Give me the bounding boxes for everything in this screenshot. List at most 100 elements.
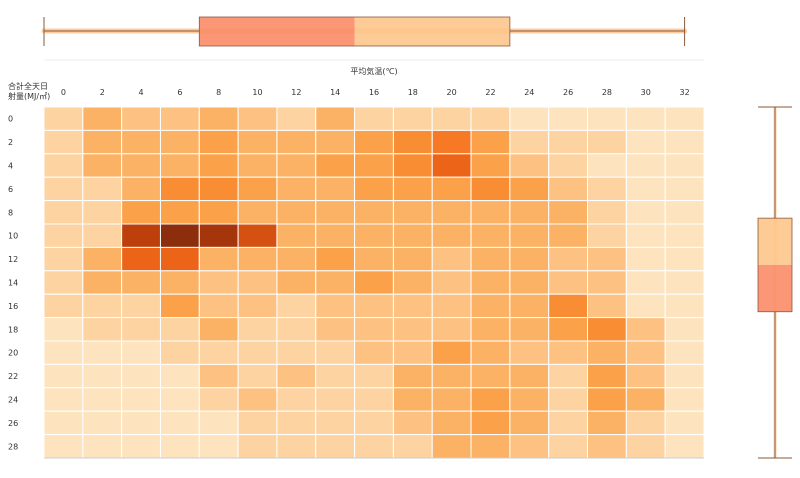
heatmap-cell: [159, 153, 200, 178]
heatmap-cell: [625, 270, 666, 295]
heatmap-cell: [664, 223, 705, 248]
x-tick-label: 32: [679, 88, 689, 97]
heatmap-cell: [82, 129, 123, 155]
heatmap-cell: [509, 340, 550, 365]
y-tick-label: 0: [8, 115, 13, 124]
heatmap-cell: [315, 387, 356, 412]
heatmap-cell: [664, 317, 705, 342]
heatmap-cell: [198, 410, 239, 436]
heatmap-cell: [509, 176, 550, 202]
heatmap-cell: [431, 340, 472, 365]
heatmap-cell: [315, 223, 356, 248]
heatmap-cell: [392, 200, 433, 225]
heatmap-cell: [121, 129, 161, 155]
heatmap-cell: [43, 270, 84, 295]
heatmap-cell: [276, 434, 317, 459]
heatmap-cell: [625, 293, 666, 319]
heatmap-cell: [354, 340, 394, 365]
heatmap-cell: [392, 270, 433, 295]
x-tick-label: 20: [447, 88, 457, 97]
y-tick-label: 2: [8, 138, 13, 147]
heatmap-cell: [625, 340, 666, 365]
heatmap-cell: [121, 223, 161, 248]
heatmap-cell: [315, 434, 356, 459]
right-box-upper: [758, 218, 792, 265]
heatmap-cell: [625, 176, 666, 202]
heatmap-cell: [354, 293, 394, 319]
heatmap-cell: [121, 434, 161, 459]
heatmap-cell: [548, 293, 589, 319]
heatmap-cell: [587, 434, 627, 459]
heatmap-cell: [392, 129, 433, 155]
heatmap-cell: [431, 434, 472, 459]
heatmap-cell: [392, 106, 433, 131]
heatmap-cell: [470, 293, 511, 319]
heatmap-cell: [664, 270, 705, 295]
heatmap-cell: [237, 106, 278, 131]
heatmap-cell: [276, 176, 317, 202]
heatmap-cell: [625, 363, 666, 389]
heatmap-cell: [509, 200, 550, 225]
heatmap-cell: [198, 176, 239, 202]
heatmap-cell: [276, 106, 317, 131]
heatmap-cell: [198, 340, 239, 365]
heatmap-cell: [82, 106, 123, 131]
heatmap-cell: [431, 200, 472, 225]
heatmap-cell: [43, 387, 84, 412]
heatmap-cell: [43, 363, 84, 389]
heatmap-cell: [664, 410, 705, 436]
heatmap-cell: [431, 176, 472, 202]
heatmap-cell: [392, 363, 433, 389]
heatmap-cell: [470, 246, 511, 272]
heatmap-cell: [82, 293, 123, 319]
right-box-lower: [758, 264, 792, 312]
heatmap-cell: [276, 153, 317, 178]
heatmap-cell: [548, 317, 589, 342]
y-tick-label: 26: [8, 419, 18, 428]
heatmap-cell: [82, 434, 123, 459]
heatmap-cell: [625, 387, 666, 412]
heatmap-cell: [470, 106, 511, 131]
heatmap-cell: [392, 246, 433, 272]
heatmap-cell: [237, 129, 278, 155]
heatmap-cell: [121, 363, 161, 389]
heatmap-cell: [159, 410, 200, 436]
heatmap-cell: [82, 410, 123, 436]
heatmap-cell: [121, 340, 161, 365]
heatmap-cell: [315, 176, 356, 202]
heatmap-cell: [587, 410, 627, 436]
y-tick-label: 6: [8, 185, 13, 194]
heatmap-cell: [431, 246, 472, 272]
heatmap-cell: [159, 434, 200, 459]
heatmap-cell: [587, 387, 627, 412]
heatmap-cell: [431, 387, 472, 412]
heatmap-cell: [548, 246, 589, 272]
heatmap-cell: [315, 106, 356, 131]
heatmap-cell: [431, 129, 472, 155]
heatmap-cell: [625, 153, 666, 178]
heatmap-cell: [315, 246, 356, 272]
y-axis-title-line2: 射量(MJ/㎡): [8, 91, 50, 101]
heatmap-cell: [354, 270, 394, 295]
x-tick-label: 16: [369, 88, 379, 97]
heatmap-cell: [198, 246, 239, 272]
x-tick-label: 14: [330, 88, 340, 97]
heatmap-cell: [470, 223, 511, 248]
heatmap-cell: [509, 106, 550, 131]
heatmap-cell: [548, 223, 589, 248]
heatmap-cell: [625, 246, 666, 272]
heatmap-cell: [470, 270, 511, 295]
heatmap-cell: [43, 153, 84, 178]
heatmap-cell: [43, 317, 84, 342]
heatmap-cell: [82, 270, 123, 295]
heatmap-cell: [198, 223, 239, 248]
x-tick-label: 24: [524, 88, 534, 97]
heatmap-cell: [470, 200, 511, 225]
y-tick-label: 14: [8, 279, 18, 288]
heatmap-cell: [470, 434, 511, 459]
heatmap-cell: [43, 434, 84, 459]
x-tick-label: 6: [177, 88, 182, 97]
heatmap-cell: [392, 387, 433, 412]
heatmap-cell: [354, 129, 394, 155]
